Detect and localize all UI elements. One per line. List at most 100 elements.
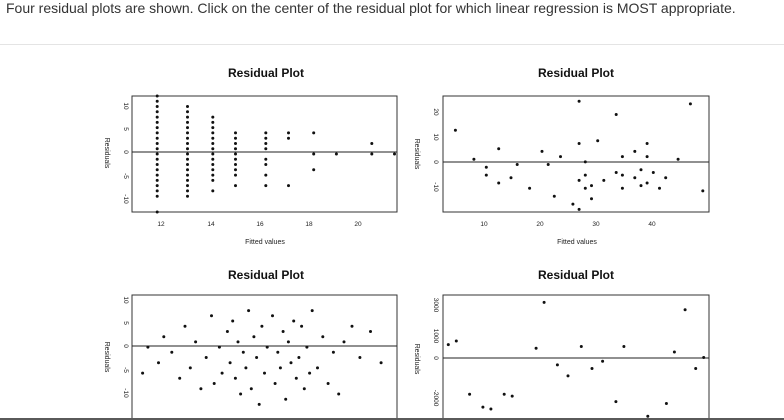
data-point bbox=[155, 142, 159, 145]
data-point bbox=[472, 157, 476, 161]
data-point bbox=[249, 387, 253, 391]
residual-plot-bottom-right[interactable]: Residual Plot 3000 1000 0 -2000 Residual… bbox=[410, 248, 722, 420]
data-point bbox=[155, 136, 159, 140]
data-point bbox=[186, 110, 189, 114]
data-point bbox=[225, 330, 229, 333]
data-point bbox=[289, 361, 293, 365]
data-point bbox=[620, 155, 624, 159]
data-point bbox=[658, 186, 661, 190]
y-axis: 10 5 0 -5 -10 bbox=[122, 102, 129, 204]
residual-plot-top-right-svg[interactable]: Residual Plot 10 20 30 40 Fitted values … bbox=[410, 48, 722, 248]
data-point bbox=[294, 376, 298, 380]
data-point bbox=[276, 350, 280, 354]
data-point bbox=[497, 181, 501, 185]
residual-plots-panel: Residual Plot 12 14 16 18 20 Fitted valu… bbox=[98, 48, 722, 420]
data-point bbox=[287, 184, 290, 188]
data-point bbox=[264, 157, 268, 161]
x-tick-label: 40 bbox=[648, 221, 656, 228]
data-point bbox=[228, 361, 232, 365]
data-point bbox=[468, 392, 472, 396]
y-axis: 10 5 0 -5 -10 bbox=[122, 296, 129, 398]
data-point bbox=[186, 163, 189, 166]
y-tick-label: 10 bbox=[122, 102, 129, 110]
residual-plot-top-left[interactable]: Residual Plot 12 14 16 18 20 Fitted valu… bbox=[98, 48, 410, 248]
data-point bbox=[620, 186, 624, 190]
data-point bbox=[370, 152, 374, 156]
data-point bbox=[502, 392, 506, 396]
y-tick-label: 0 bbox=[432, 356, 439, 360]
data-point bbox=[234, 152, 237, 156]
data-point bbox=[186, 126, 189, 130]
data-point bbox=[546, 163, 550, 166]
data-point bbox=[305, 345, 309, 349]
scatter-points bbox=[155, 94, 396, 214]
data-point bbox=[497, 147, 501, 151]
data-point bbox=[234, 184, 237, 188]
data-point bbox=[312, 168, 316, 172]
y-tick-label: -10 bbox=[122, 388, 129, 398]
data-point bbox=[286, 340, 290, 344]
bottom-divider bbox=[0, 418, 784, 420]
data-point bbox=[559, 155, 562, 159]
data-point bbox=[370, 142, 374, 145]
data-point bbox=[310, 309, 314, 313]
y-tick-label: -10 bbox=[432, 182, 439, 192]
residual-plot-bottom-left-svg[interactable]: Residual Plot 10 5 0 -5 -10 Residuals bbox=[98, 248, 410, 420]
y-axis-label: Residuals bbox=[103, 138, 110, 169]
data-point bbox=[186, 178, 189, 182]
data-point bbox=[694, 367, 698, 370]
data-point bbox=[234, 163, 237, 166]
data-point bbox=[321, 335, 325, 339]
data-point bbox=[211, 152, 215, 156]
data-point bbox=[509, 176, 513, 180]
data-point bbox=[312, 131, 316, 135]
data-point bbox=[664, 176, 668, 180]
data-point bbox=[186, 189, 189, 193]
data-point bbox=[155, 163, 159, 166]
data-point bbox=[571, 202, 575, 206]
data-point bbox=[300, 324, 304, 328]
data-point bbox=[645, 155, 649, 159]
data-point bbox=[534, 346, 538, 350]
residual-plot-bottom-right-svg[interactable]: Residual Plot 3000 1000 0 -2000 Residual… bbox=[410, 248, 722, 420]
y-tick-label: 10 bbox=[122, 296, 129, 304]
data-point bbox=[234, 168, 237, 172]
data-point bbox=[446, 343, 450, 347]
residual-plot-bottom-left[interactable]: Residual Plot 10 5 0 -5 -10 Residuals bbox=[98, 248, 410, 420]
data-point bbox=[484, 173, 488, 177]
data-point bbox=[220, 371, 224, 375]
data-point bbox=[155, 189, 159, 193]
data-point bbox=[651, 171, 655, 174]
data-point bbox=[577, 178, 581, 182]
data-point bbox=[234, 157, 237, 161]
x-tick-label: 10 bbox=[480, 221, 488, 228]
data-point bbox=[155, 157, 159, 161]
residual-plot-top-left-svg[interactable]: Residual Plot 12 14 16 18 20 Fitted valu… bbox=[98, 48, 410, 248]
data-point bbox=[639, 184, 643, 188]
data-point bbox=[178, 376, 182, 380]
x-axis: 12 14 16 18 20 bbox=[157, 221, 362, 228]
data-point bbox=[211, 147, 215, 151]
residual-plot-top-right[interactable]: Residual Plot 10 20 30 40 Fitted values … bbox=[410, 48, 722, 248]
scatter-points bbox=[141, 309, 383, 420]
data-point bbox=[278, 366, 282, 370]
y-axis-label: Residuals bbox=[413, 344, 420, 375]
x-tick-label: 20 bbox=[354, 221, 362, 228]
data-point bbox=[369, 330, 372, 333]
data-point bbox=[334, 152, 338, 156]
data-point bbox=[287, 131, 290, 135]
data-point bbox=[510, 394, 514, 398]
data-point bbox=[601, 359, 605, 363]
data-point bbox=[255, 356, 259, 359]
x-tick-label: 14 bbox=[207, 221, 215, 228]
data-point bbox=[484, 165, 488, 169]
y-tick-label: 0 bbox=[122, 344, 129, 348]
data-point bbox=[155, 173, 159, 177]
data-point bbox=[155, 194, 159, 198]
plot-title: Residual Plot bbox=[228, 268, 304, 282]
y-tick-label: 3000 bbox=[432, 298, 439, 313]
data-point bbox=[188, 366, 192, 370]
data-point bbox=[186, 136, 189, 140]
data-point bbox=[155, 105, 159, 108]
data-point bbox=[540, 149, 544, 153]
